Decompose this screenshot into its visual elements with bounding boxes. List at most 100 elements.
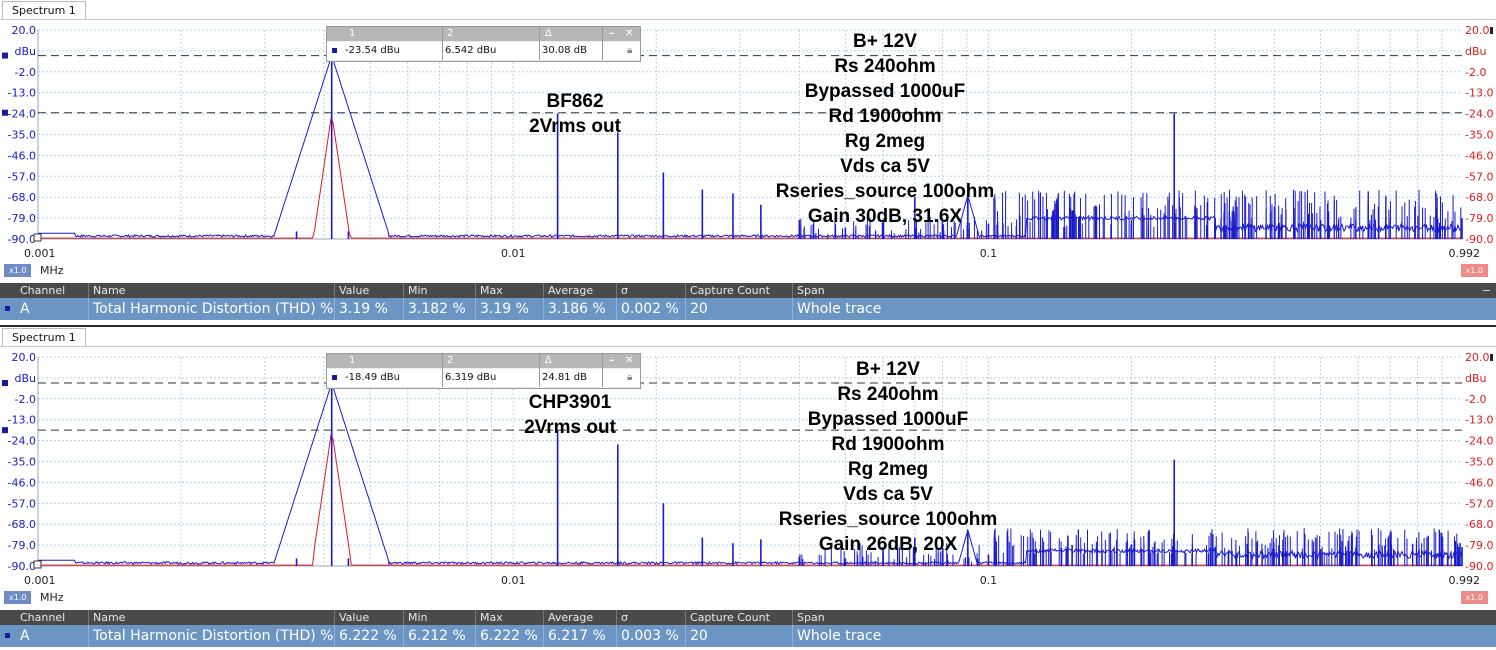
lock-icon[interactable]: 🔒︎ [627,372,633,383]
y-zoom-button[interactable]: x1.0 [1460,591,1488,604]
y-tick-label-right: -90.0 [1465,560,1493,573]
col-min[interactable]: Min [403,610,428,625]
y-tick-label-left: 20.0 [12,351,37,364]
cursor-handle-1 [2,52,8,59]
y-tick-label-left: -68.0 [8,518,36,531]
col-sigma[interactable]: σ [616,283,628,298]
col-capture-count[interactable]: Capture Count [685,283,770,298]
x-zoom-button[interactable]: x1.0 [4,264,32,277]
channel-marker-icon [332,48,337,53]
channel-marker-icon [5,633,10,638]
spectrum-plot[interactable]: 20.0 dBu -2.0 -13.0 -24.0 -35.0 -46.0 -57.0 -68.… [0,19,1496,264]
device-annotation: BF862 2Vrms out [529,91,621,137]
col-name[interactable]: Name [88,610,125,625]
y-tick-label-right: -68.0 [1465,518,1493,531]
right-axis-marker [1490,27,1493,34]
cursor-2-value: 6.319 dBu [445,372,497,383]
y-tick-label-left: -46.0 [8,149,36,162]
y-tick-label-right: dBu [1465,45,1487,58]
y-tick-label-left: -57.0 [8,497,36,510]
right-axis-marker [1490,354,1493,361]
close-icon[interactable]: ✕ [625,355,634,366]
cursor-readout-header: 1 2 Δ – ✕ [327,354,640,368]
y-tick-label-right: -79.0 [1465,212,1493,225]
y-tick-label-left: -24.0 [8,435,36,448]
tab-spectrum-1[interactable]: Spectrum 1 [2,1,86,19]
x-zoom-button[interactable]: x1.0 [4,591,32,604]
y-tick-label-left: -79.0 [8,539,36,552]
y-tick-label-left: -68.0 [8,191,36,204]
table-row[interactable]: A Total Harmonic Distortion (THD) % 3.19… [0,298,1496,320]
close-icon[interactable]: ✕ [625,28,634,39]
measurements-header: Channel Name Value Min Max Average σ Cap… [0,283,1496,298]
minimize-icon[interactable]: – [609,355,614,366]
y-tick-label-right: -46.0 [1465,476,1493,489]
y-tick-label-right: -13.0 [1465,87,1493,100]
minimize-icon[interactable]: – [609,28,614,39]
col-max[interactable]: Max [475,610,503,625]
row-capture-count: 20 [685,625,708,647]
cursor-delta-value: 30.08 dB [542,45,588,56]
y-tick-label-left: -2.0 [15,66,36,79]
col-average[interactable]: Average [543,610,593,625]
col-value[interactable]: Value [334,283,369,298]
tab-spectrum-1[interactable]: Spectrum 1 [2,328,86,346]
y-tick-label-right: -35.0 [1465,456,1493,469]
row-capture-count: 20 [685,298,708,320]
collapse-icon[interactable]: – [1482,282,1490,297]
tab-strip: Spectrum 1 [0,0,1496,20]
measurements-header: Channel Name Value Min Max Average σ Cap… [0,610,1496,625]
row-span: Whole trace [792,298,881,320]
y-tick-label-left: dBu [14,372,36,385]
y-tick-label-right: -35.0 [1465,129,1493,142]
y-tick-label-left: -90.0 [8,560,36,573]
x-tick-label: 0.001 [24,574,56,587]
cursor-readout[interactable]: 1 2 Δ – ✕ -23.54 dBu 6.542 dBu 30.08 dB … [326,26,641,62]
channel-marker-icon [332,375,337,380]
x-axis-unit-row: x1.0 MHz x1.0 [0,591,1496,604]
cursor-readout-values: -18.49 dBu 6.319 dBu 24.81 dB 🔒︎ [327,369,640,387]
device-annotation: CHP3901 2Vrms out [524,392,616,438]
col-name[interactable]: Name [88,283,125,298]
cursor-handle-1 [2,379,8,386]
y-tick-label-left: -2.0 [15,393,36,406]
col-min[interactable]: Min [403,283,428,298]
x-axis-unit-row: x1.0 MHz x1.0 [0,264,1496,277]
circuit-annotation: B+ 12V Rs 240ohm Bypassed 1000uF Rd 1900… [775,31,995,227]
origin-handle [33,560,42,569]
y-tick-label-left: -35.0 [8,129,36,142]
col-value[interactable]: Value [334,610,369,625]
y-tick-label-left: -24.0 [8,108,36,121]
y-tick-label-left: -90.0 [8,233,36,246]
col-span[interactable]: Span [792,283,825,298]
y-tick-label-right: -24.0 [1465,435,1493,448]
y-tick-label-right: -90.0 [1465,233,1493,246]
x-tick-label: 0.1 [980,247,998,260]
y-tick-label-right: -68.0 [1465,191,1493,204]
x-tick-label: 0.992 [1449,574,1481,587]
col-average[interactable]: Average [543,283,593,298]
row-name: Total Harmonic Distortion (THD) % [88,625,333,647]
col-channel[interactable]: Channel [20,611,66,624]
table-row[interactable]: A Total Harmonic Distortion (THD) % 6.22… [0,625,1496,647]
y-tick-label-right: 20.0 [1465,24,1490,37]
x-tick-label: 0.992 [1449,247,1481,260]
circuit-annotation: B+ 12V Rs 240ohm Bypassed 1000uF Rd 1900… [778,359,998,555]
cursor-readout-values: -23.54 dBu 6.542 dBu 30.08 dB 🔒︎ [327,42,640,60]
measurements-table: Channel Name Value Min Max Average σ Cap… [0,283,1496,320]
col-channel[interactable]: Channel [20,284,66,297]
col-sigma[interactable]: σ [616,610,628,625]
y-tick-label-left: -13.0 [8,414,36,427]
col-span[interactable]: Span [792,610,825,625]
y-zoom-button[interactable]: x1.0 [1460,264,1488,277]
x-axis-unit: MHz [40,264,64,277]
y-tick-label-left: -13.0 [8,87,36,100]
col-max[interactable]: Max [475,283,503,298]
row-sigma: 0.003 % [616,625,679,647]
lock-icon[interactable]: 🔒︎ [627,45,633,56]
col-capture-count[interactable]: Capture Count [685,610,770,625]
spectrum-plot[interactable]: 20.0 dBu -2.0 -13.0 -24.0 -35.0 -46.0 -57.0 -68.… [0,346,1496,591]
cursor-delta-value: 24.81 dB [542,372,588,383]
cursor-readout[interactable]: 1 2 Δ – ✕ -18.49 dBu 6.319 dBu 24.81 dB … [326,353,641,389]
spectrum-panel-1: Spectrum 1 20.0 dBu -2.0 -13.0 -24.0 -35.0 -46… [0,0,1496,320]
